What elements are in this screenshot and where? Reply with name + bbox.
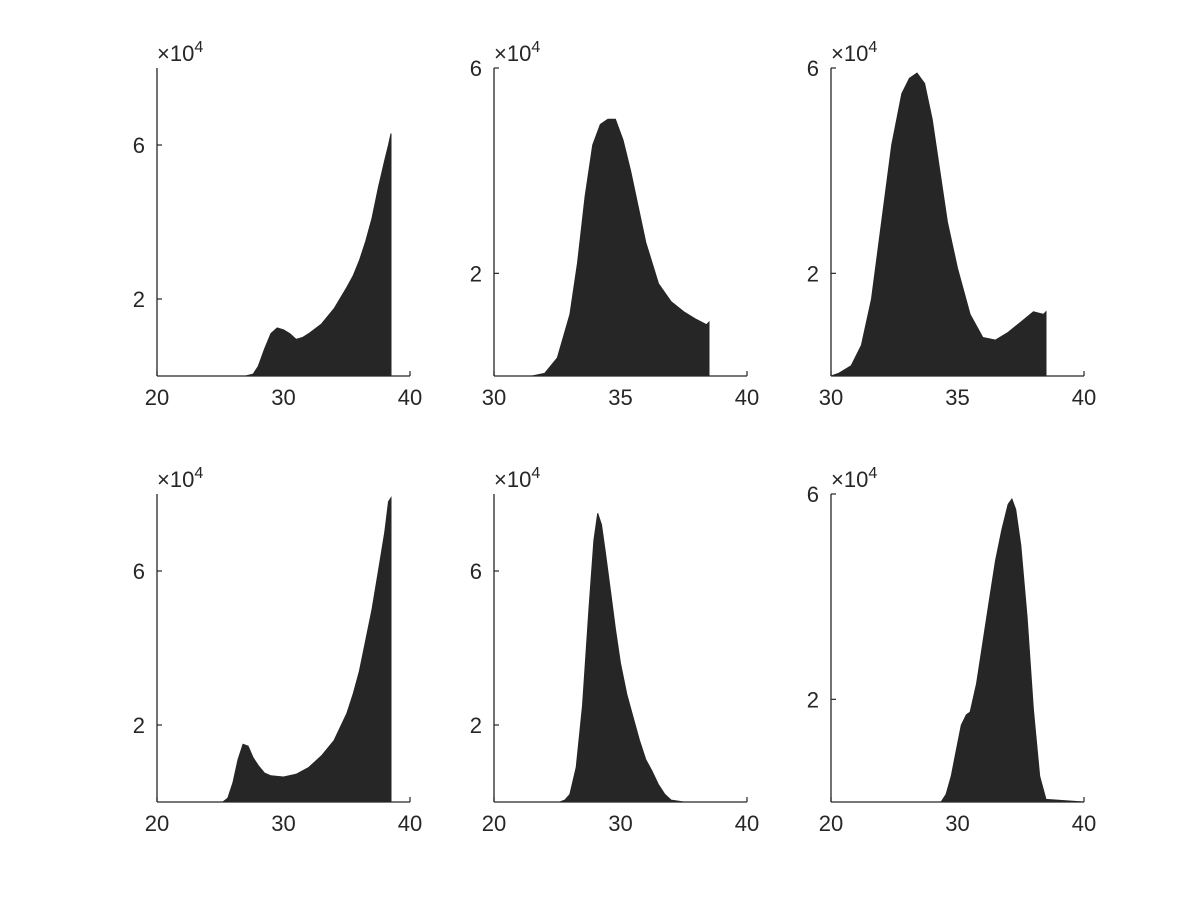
y-tick-label: 6 <box>133 559 145 584</box>
x-tick-label: 40 <box>735 811 759 836</box>
histogram-area <box>157 133 392 377</box>
x-tick-label: 40 <box>398 811 422 836</box>
x-tick-label: 30 <box>608 811 632 836</box>
x-tick-label: 20 <box>145 811 169 836</box>
y-tick-label: 2 <box>470 713 482 738</box>
y-tick-label: 2 <box>807 687 819 712</box>
x-tick-label: 35 <box>945 385 969 410</box>
x-tick-label: 30 <box>271 811 295 836</box>
x-tick-label: 30 <box>945 811 969 836</box>
y-tick-label: 6 <box>470 56 482 81</box>
subplot-5: 20 30 40 2 6 ×104 <box>470 465 759 836</box>
y-multiplier-exponent: 4 <box>531 465 540 482</box>
histogram-area <box>494 513 747 803</box>
y-multiplier-label: ×104 <box>831 465 877 492</box>
x-tick-label: 40 <box>735 385 759 410</box>
x-tick-label: 20 <box>482 811 506 836</box>
y-tick-label: 6 <box>807 482 819 507</box>
y-multiplier-exponent: 4 <box>531 39 540 56</box>
histogram-area <box>830 72 1047 377</box>
subplot-1: 20 30 40 2 6 ×104 <box>133 39 422 410</box>
y-multiplier-exponent: 4 <box>194 465 203 482</box>
histogram-area <box>157 496 392 803</box>
y-multiplier-label: ×104 <box>494 465 540 492</box>
x-tick-label: 20 <box>145 385 169 410</box>
x-tick-label: 30 <box>482 385 506 410</box>
histogram-area <box>494 118 710 377</box>
subplot-2: 30 35 40 2 6 ×104 <box>470 39 759 410</box>
y-tick-label: 2 <box>807 261 819 286</box>
x-tick-label: 40 <box>1072 385 1096 410</box>
x-tick-label: 30 <box>271 385 295 410</box>
y-tick-label: 6 <box>807 56 819 81</box>
y-tick-label: 6 <box>133 133 145 158</box>
x-tick-label: 20 <box>819 811 843 836</box>
y-multiplier-exponent: 4 <box>868 39 877 56</box>
x-tick-label: 35 <box>608 385 632 410</box>
x-tick-label: 40 <box>1072 811 1096 836</box>
y-tick-label: 2 <box>133 713 145 738</box>
y-multiplier-label: ×104 <box>157 465 203 492</box>
subplot-3: 30 35 40 2 6 ×104 <box>807 39 1096 410</box>
y-tick-label: 6 <box>470 559 482 584</box>
y-multiplier-exponent: 4 <box>868 465 877 482</box>
y-multiplier-label: ×104 <box>157 39 203 66</box>
x-tick-label: 30 <box>819 385 843 410</box>
subplot-4: 20 30 40 2 6 ×104 <box>133 465 422 836</box>
y-multiplier-label: ×104 <box>831 39 877 66</box>
y-multiplier-exponent: 4 <box>194 39 203 56</box>
y-multiplier-label: ×104 <box>494 39 540 66</box>
y-tick-label: 2 <box>470 261 482 286</box>
y-tick-label: 2 <box>133 287 145 312</box>
histogram-area <box>831 498 1085 803</box>
x-tick-label: 40 <box>398 385 422 410</box>
subplot-6: 20 30 40 2 6 ×104 <box>807 465 1096 836</box>
